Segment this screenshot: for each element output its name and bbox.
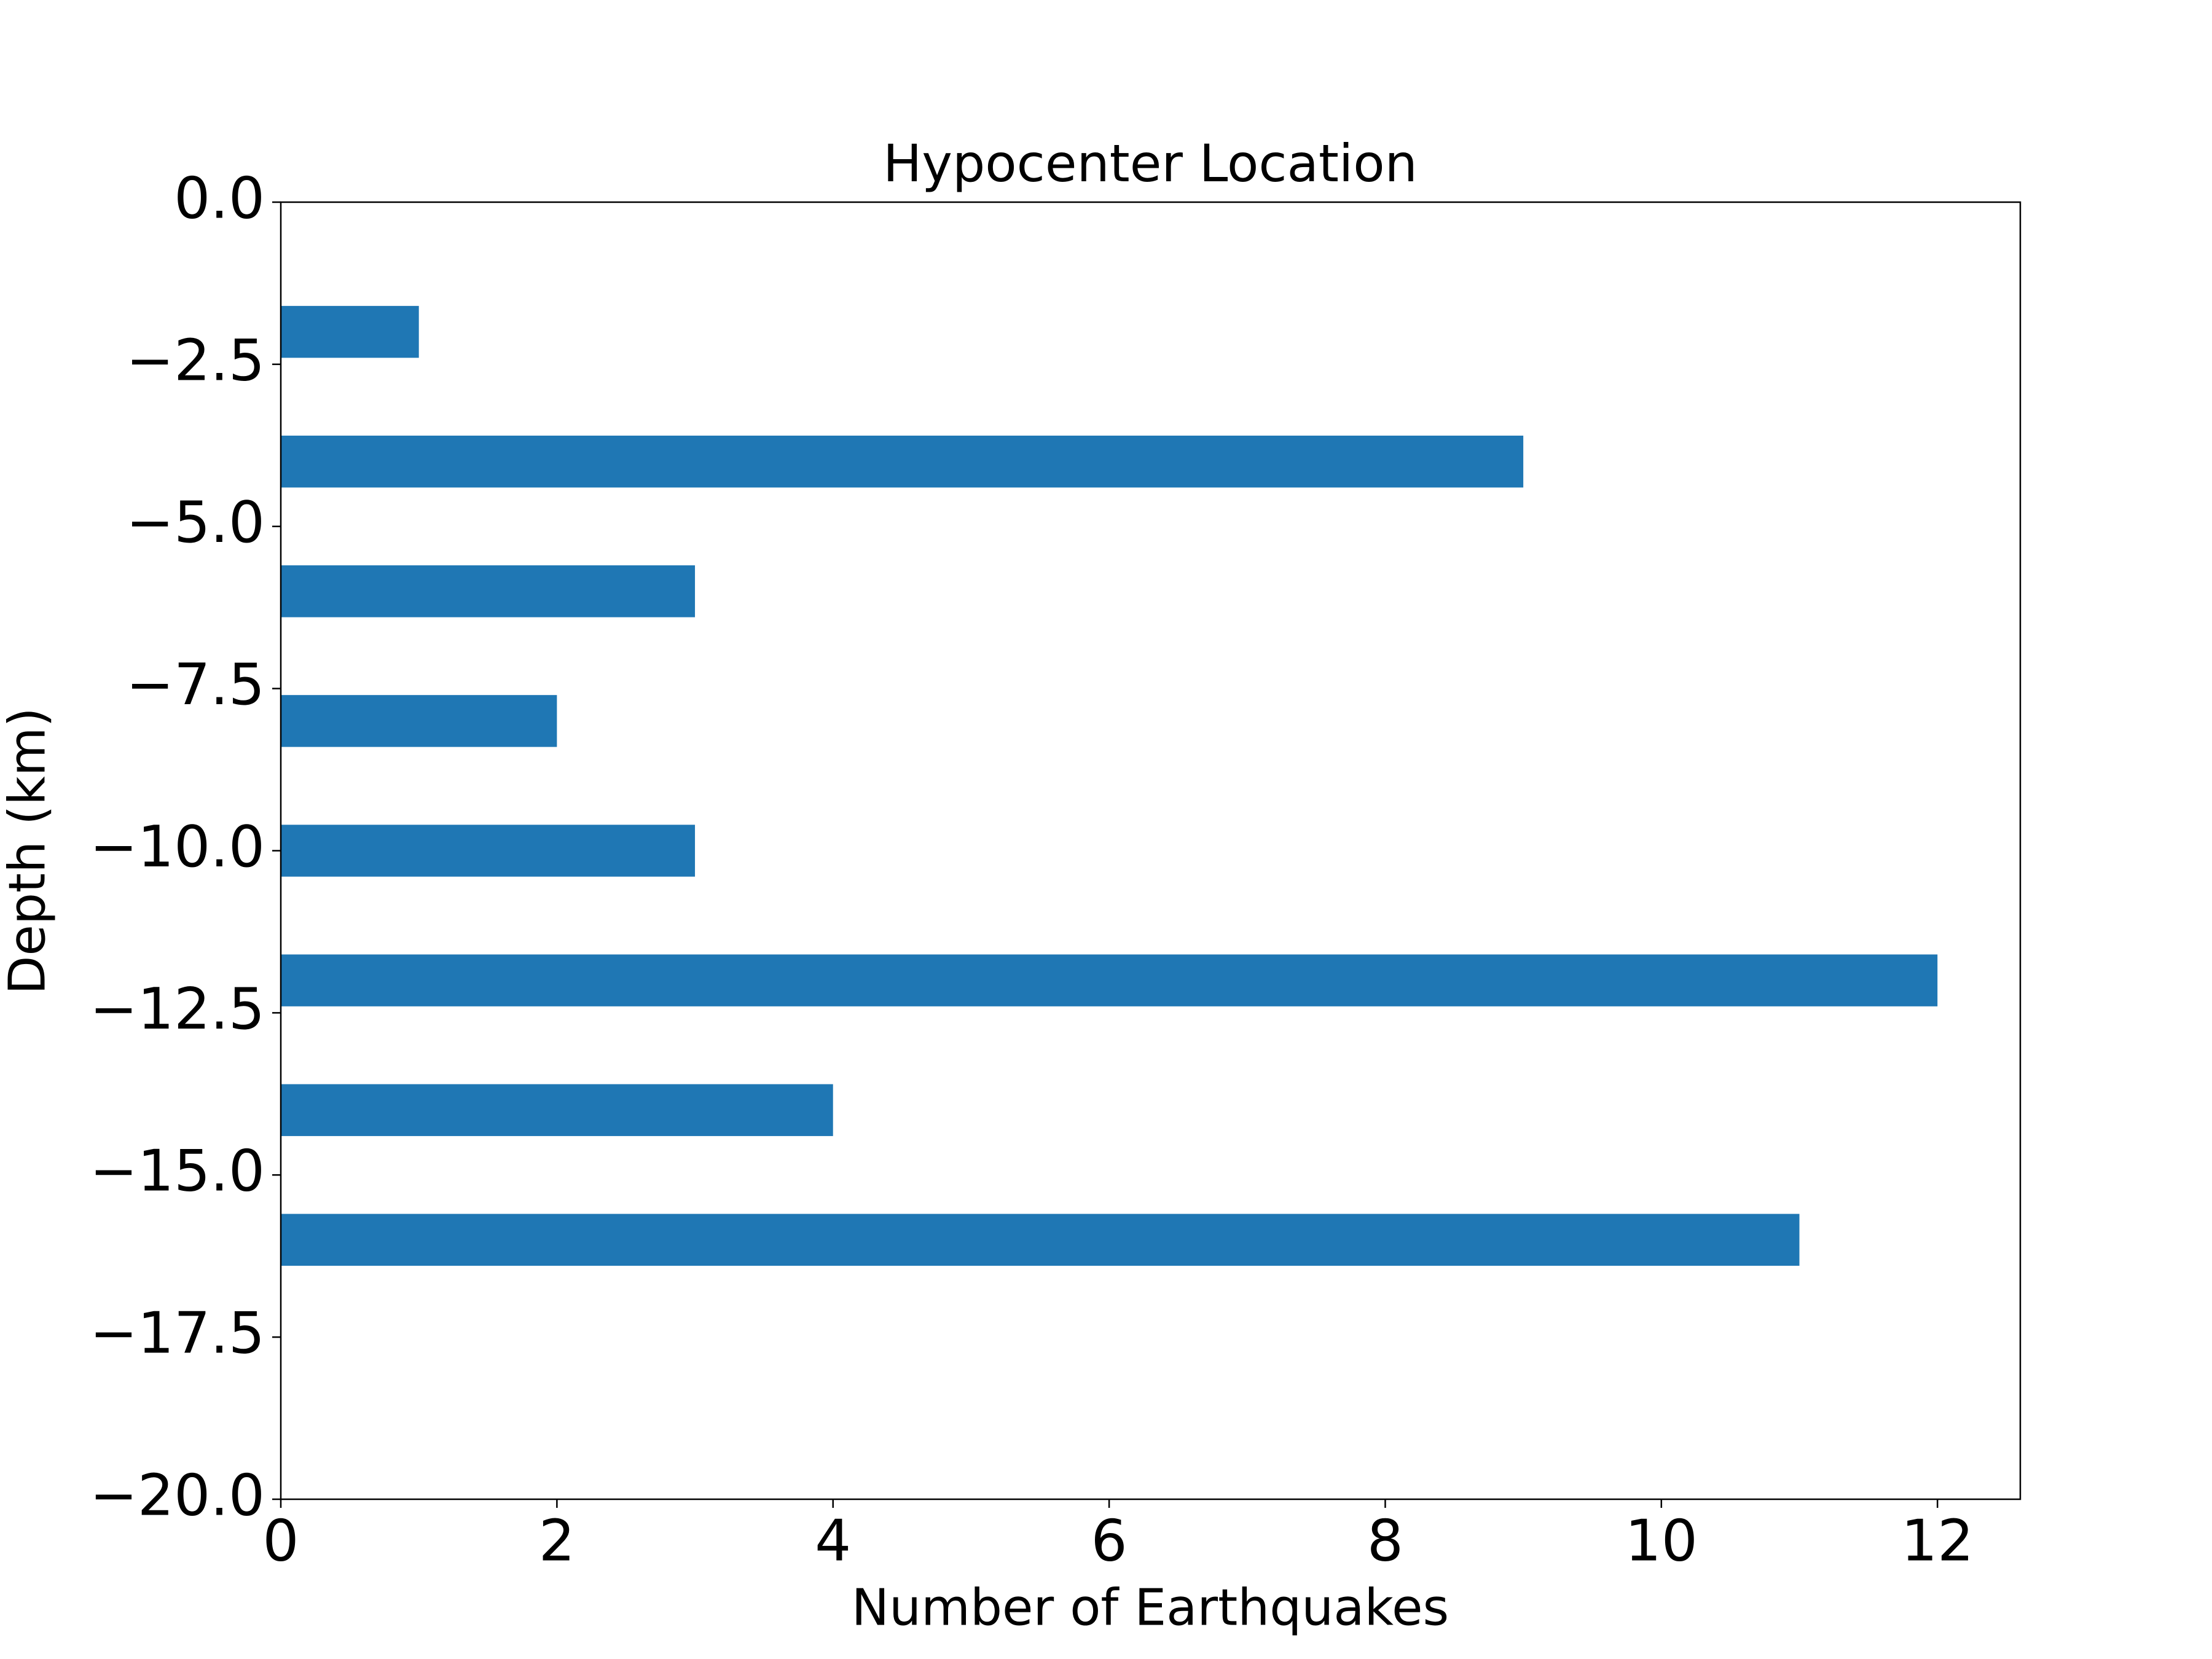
x-tick-label: 4 xyxy=(815,1507,851,1574)
x-tick-label: 6 xyxy=(1091,1507,1128,1574)
chart-title: Hypocenter Location xyxy=(883,133,1418,194)
y-tick-label: −10.0 xyxy=(90,814,265,880)
y-tick-label: −17.5 xyxy=(90,1300,265,1367)
bar xyxy=(281,305,419,358)
y-tick-label: −7.5 xyxy=(126,651,265,718)
x-tick-label: 0 xyxy=(262,1507,299,1574)
bar xyxy=(281,565,696,618)
bar xyxy=(281,695,557,747)
y-tick-label: −15.0 xyxy=(90,1138,265,1204)
x-tick-label: 2 xyxy=(539,1507,575,1574)
x-tick-label: 8 xyxy=(1367,1507,1403,1574)
y-tick-label: 0.0 xyxy=(174,165,265,231)
bar xyxy=(281,1084,833,1136)
y-tick-label: −5.0 xyxy=(126,489,265,555)
x-axis-label: Number of Earthquakes xyxy=(852,1579,1449,1637)
bar xyxy=(281,825,696,877)
x-tick-label: 10 xyxy=(1625,1507,1698,1574)
bar xyxy=(281,1214,1800,1266)
y-tick-label: −20.0 xyxy=(90,1462,265,1528)
x-tick-label: 12 xyxy=(1901,1507,1974,1574)
bar xyxy=(281,954,1938,1006)
bar xyxy=(281,435,1524,488)
y-tick-label: −12.5 xyxy=(90,976,265,1042)
y-tick-label: −2.5 xyxy=(126,327,265,393)
y-axis-label: Depth (km) xyxy=(0,707,57,994)
